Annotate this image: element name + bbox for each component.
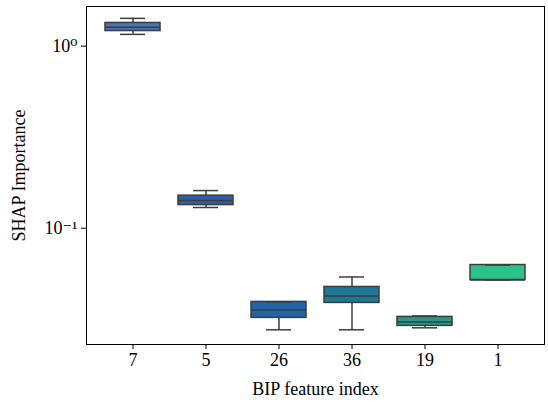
- svg-text:BIP feature index: BIP feature index: [252, 379, 378, 399]
- svg-text:5: 5: [202, 350, 211, 370]
- svg-text:26: 26: [270, 350, 288, 370]
- svg-text:SHAP Importance: SHAP Importance: [9, 110, 29, 242]
- svg-text:19: 19: [416, 350, 434, 370]
- svg-text:10⁰: 10⁰: [52, 36, 77, 56]
- svg-text:36: 36: [343, 350, 361, 370]
- svg-text:1: 1: [494, 350, 503, 370]
- svg-text:7: 7: [129, 350, 138, 370]
- svg-text:10⁻¹: 10⁻¹: [45, 218, 78, 238]
